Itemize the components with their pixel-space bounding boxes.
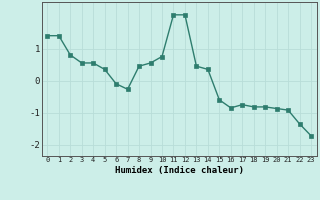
X-axis label: Humidex (Indice chaleur): Humidex (Indice chaleur) xyxy=(115,166,244,175)
